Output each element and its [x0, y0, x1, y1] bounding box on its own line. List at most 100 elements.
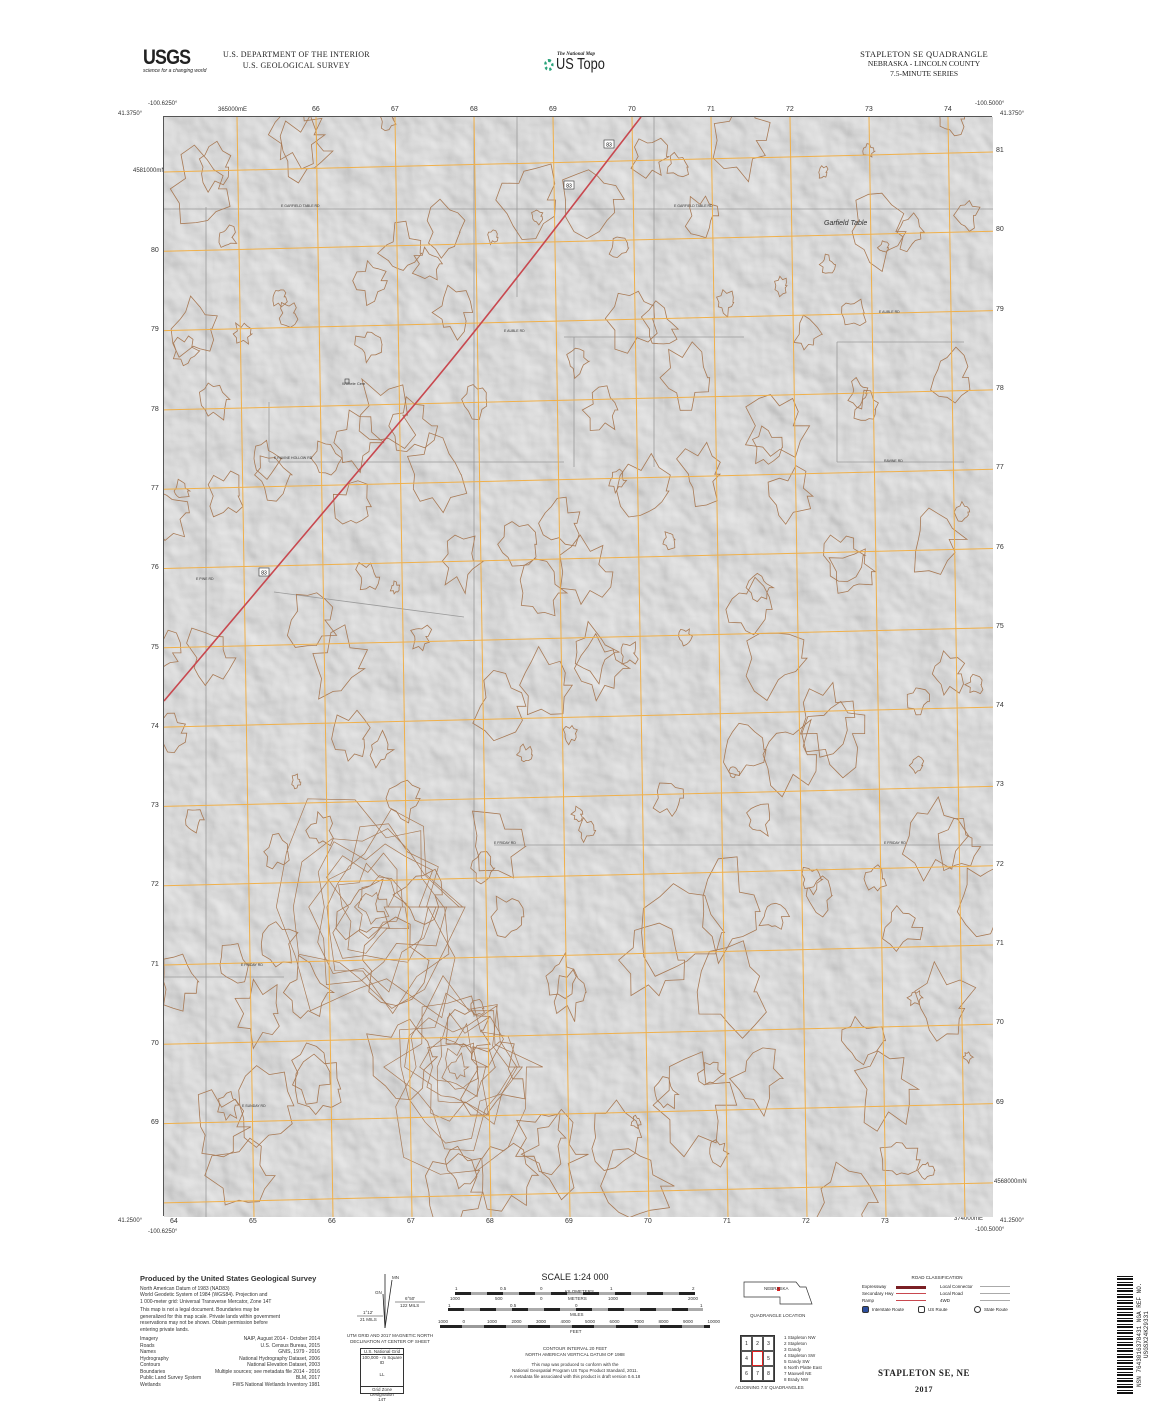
easting-tick-label: 72 [786, 106, 794, 113]
contour-line [828, 548, 877, 594]
easting-tick-label: 69 [565, 1218, 573, 1225]
contour-line [937, 818, 982, 872]
map-label: E GARFIELD TABLE RD [281, 204, 320, 208]
contour-line [696, 940, 767, 1039]
contour-line [559, 534, 614, 606]
contour-line [702, 856, 761, 965]
scale-tick-label: 0 [575, 1303, 578, 1308]
contour-line [792, 314, 823, 351]
contour-line [762, 718, 817, 798]
contour-line [684, 195, 720, 239]
contour-line [600, 1148, 675, 1218]
contour-line [253, 439, 283, 480]
contour-line [882, 904, 924, 953]
contour-line [876, 240, 890, 253]
contour-line [728, 1047, 785, 1118]
credit-source: FWS National Wetlands Inventory 1981 [232, 1381, 320, 1388]
contour-line [725, 576, 773, 636]
contour-line [326, 852, 429, 963]
contour-line [961, 1051, 975, 1065]
contour-line [640, 300, 680, 345]
scale-tick-label: 0 [540, 1296, 543, 1301]
contour-line [487, 229, 499, 246]
contour-line [163, 953, 200, 1012]
contour-line [620, 641, 639, 665]
contour-line [818, 165, 829, 179]
contour-line [419, 1012, 504, 1117]
contour-line [198, 140, 232, 194]
contour-line [470, 851, 496, 885]
contour-line [388, 396, 439, 453]
scale-tick-label: 0 [540, 1286, 543, 1291]
contour-line [312, 624, 369, 700]
credit-row: Wetlands FWS National Wetlands Inventory … [140, 1382, 320, 1389]
easting-grid-line [868, 116, 887, 1218]
easting-tick-label: 64 [170, 1218, 178, 1225]
easting-grid-line [315, 116, 334, 1218]
credit-row: Boundaries Multiple sources; see metadata… [140, 1369, 320, 1376]
contour-line [461, 384, 488, 421]
contour-line [197, 1089, 251, 1158]
scale-tick-label: 10000 [707, 1319, 721, 1324]
credit-source: NAIP, August 2014 - October 2014 [243, 1336, 320, 1342]
credit-row: Contours National Elevation Dataset, 2003 [140, 1362, 320, 1369]
us-route-shield: 83 [563, 180, 575, 190]
credit-item: Public Land Survey System [140, 1375, 202, 1381]
last-easting-label: 374000mE [954, 1216, 984, 1222]
contour-line [709, 1139, 730, 1168]
scale-tick-label: 2000 [688, 1296, 699, 1301]
corner-bottom-left-lat: 41.2500° [118, 1218, 143, 1224]
barcode [1117, 1276, 1133, 1394]
contour-line [355, 561, 381, 591]
contour-line [310, 440, 343, 476]
scale-tick-label: 1000 [608, 1296, 619, 1301]
contour-line [389, 580, 401, 595]
contour-line [963, 673, 984, 695]
map-label: E PINE RD [196, 577, 214, 581]
contour-line [366, 1018, 439, 1101]
feet-unit: FEET [570, 1329, 582, 1334]
corner-top-right-lat: 41.3750° [1000, 111, 1025, 117]
contour-line [186, 627, 237, 687]
contour-line [441, 534, 485, 595]
contour-line [630, 137, 670, 179]
northing-tick-label: 77 [996, 464, 1004, 472]
barcode-number: NSN 7643016378431 NGA REF NO. USGSX24K29… [1136, 1282, 1150, 1388]
adjoining-cell: 3 [763, 1336, 774, 1351]
contour-line [385, 779, 421, 824]
contour-line [818, 253, 837, 274]
scale-tick-label: 1000 [438, 1319, 449, 1324]
northing-tick-label: 70 [151, 1040, 159, 1047]
hillshade [164, 117, 993, 1217]
contour-line [931, 650, 966, 696]
northing-tick-label: 72 [996, 860, 1004, 868]
contour-line [267, 96, 327, 170]
contour-line [515, 743, 533, 763]
easting-tick-label: 69 [549, 106, 557, 113]
route-number: 83 [606, 143, 612, 149]
contour-line [352, 259, 388, 307]
contour-line [578, 816, 597, 844]
topographic-map[interactable]: 83 83 83 Garfield Table Wurtele Cem E GARFIE… [144, 96, 1008, 1243]
contour-line [896, 212, 926, 253]
quadrangle-location-map: NEBRASKA QUADRANGLE LOCATION [740, 1278, 820, 1318]
scale-tick-label: 4000 [560, 1319, 571, 1324]
contour-line [326, 808, 464, 1015]
contour-line [411, 246, 444, 281]
contour-line [470, 998, 485, 1016]
sheet-title: STAPLETON SE, NE 2017 [878, 1368, 970, 1394]
adjoining-cell: 2 [752, 1336, 763, 1351]
credit-item: Hydrography [140, 1355, 169, 1362]
easting-tick-label: 68 [470, 106, 478, 113]
northing-tick-label: 73 [151, 802, 159, 810]
contour-line [616, 452, 671, 518]
contour-line [566, 347, 591, 380]
contour-line [331, 709, 371, 762]
contour-line [519, 645, 574, 716]
contour-line [712, 98, 771, 183]
contour-line [308, 823, 448, 985]
easting-tick-label: 73 [881, 1218, 889, 1225]
contour-line [376, 220, 423, 271]
corner-top-left-lon: -100.6250° [148, 101, 178, 107]
mile-unit: MILES [570, 1312, 584, 1317]
